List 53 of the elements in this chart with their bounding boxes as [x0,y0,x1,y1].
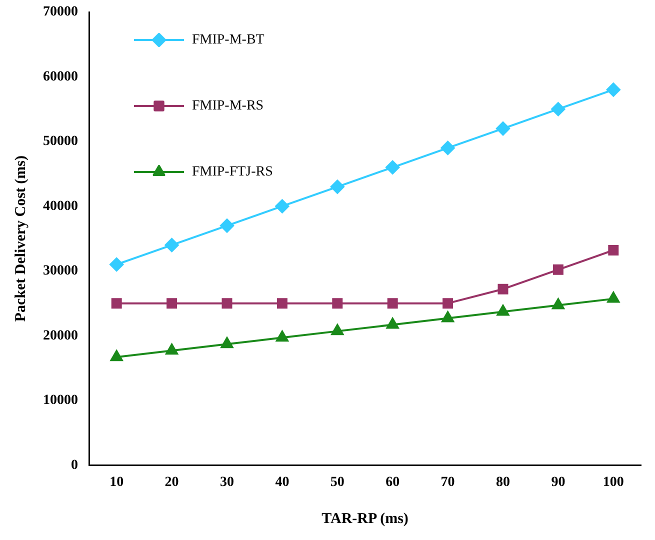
y-tick-label: 50000 [43,134,78,150]
point [551,102,566,116]
point [332,298,343,309]
x-tick-label: 50 [330,475,344,490]
x-tick-label: 100 [602,475,624,490]
x-axis-title: TAR-RP (ms) [322,510,408,527]
point [440,140,455,155]
legend-label: FMIP-FTJ-RS [192,164,273,180]
y-tick-label: 70000 [43,4,78,20]
point [276,330,288,342]
x-tick-label: 40 [275,475,290,490]
point [222,298,232,309]
point [496,122,510,136]
point [552,264,564,275]
point [220,218,234,233]
y-tick-label: 40000 [43,198,78,214]
y-tick-label: 20000 [43,328,78,344]
point [386,160,400,174]
y-tick-label: 10000 [43,393,78,408]
point [496,304,510,316]
point [166,298,178,309]
point [386,318,399,329]
point [110,257,124,272]
x-tick-label: 70 [440,475,455,490]
point [387,298,398,309]
point [607,292,620,303]
point [166,344,178,355]
point [608,245,619,256]
point [330,180,344,194]
point [331,324,344,336]
y-axis-title: Packet Delivery Cost (ms) [12,156,29,322]
point [164,238,179,252]
point [111,298,122,309]
point [276,298,288,309]
point [442,298,454,309]
y-tick-label: 60000 [43,69,78,84]
point [220,337,234,348]
point [498,284,508,294]
x-tick-label: 20 [164,475,179,490]
point [606,82,620,97]
legend-label: FMIP-M-BT [192,32,265,48]
x-tick-label: 80 [496,475,510,490]
x-tick-label: 90 [551,475,566,490]
point [552,298,564,310]
point [275,199,290,214]
x-tick-label: 60 [386,475,400,490]
x-tick-label: 10 [110,475,124,490]
point [110,350,123,362]
point [442,311,454,322]
y-tick-label: 0 [71,458,78,473]
x-tick-label: 30 [220,475,234,490]
legend-label: FMIP-M-RS [192,98,264,114]
y-tick-label: 30000 [43,264,78,279]
